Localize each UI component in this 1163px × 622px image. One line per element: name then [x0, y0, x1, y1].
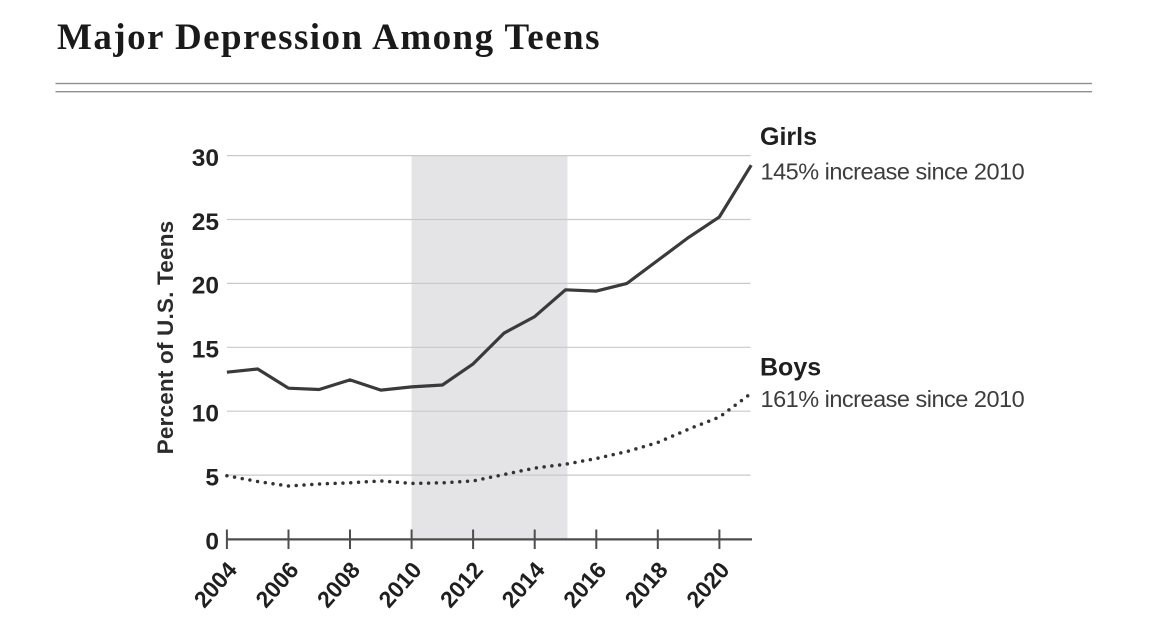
svg-text:2016: 2016	[558, 557, 611, 613]
svg-text:2004: 2004	[189, 557, 242, 613]
svg-text:Major Depression Among Teens: Major Depression Among Teens	[57, 17, 601, 58]
svg-text:Girls: Girls	[760, 123, 817, 151]
svg-text:25: 25	[192, 209, 219, 236]
svg-text:Percent of U.S. Teens: Percent of U.S. Teens	[153, 221, 178, 455]
svg-text:2010: 2010	[373, 557, 426, 613]
svg-text:2018: 2018	[620, 557, 673, 613]
svg-text:161% increase since 2010: 161% increase since 2010	[761, 386, 1025, 412]
svg-text:145% increase since 2010: 145% increase since 2010	[761, 159, 1025, 185]
svg-text:15: 15	[192, 337, 219, 364]
svg-text:2014: 2014	[496, 557, 549, 613]
svg-text:Boys: Boys	[760, 353, 821, 381]
svg-text:20: 20	[192, 273, 219, 300]
svg-text:10: 10	[192, 401, 219, 428]
svg-text:30: 30	[192, 145, 219, 172]
svg-text:0: 0	[205, 528, 219, 555]
svg-text:5: 5	[205, 464, 219, 491]
svg-text:2020: 2020	[681, 557, 734, 613]
svg-text:2012: 2012	[435, 557, 488, 613]
svg-text:2008: 2008	[312, 557, 365, 613]
svg-text:2006: 2006	[250, 557, 303, 613]
